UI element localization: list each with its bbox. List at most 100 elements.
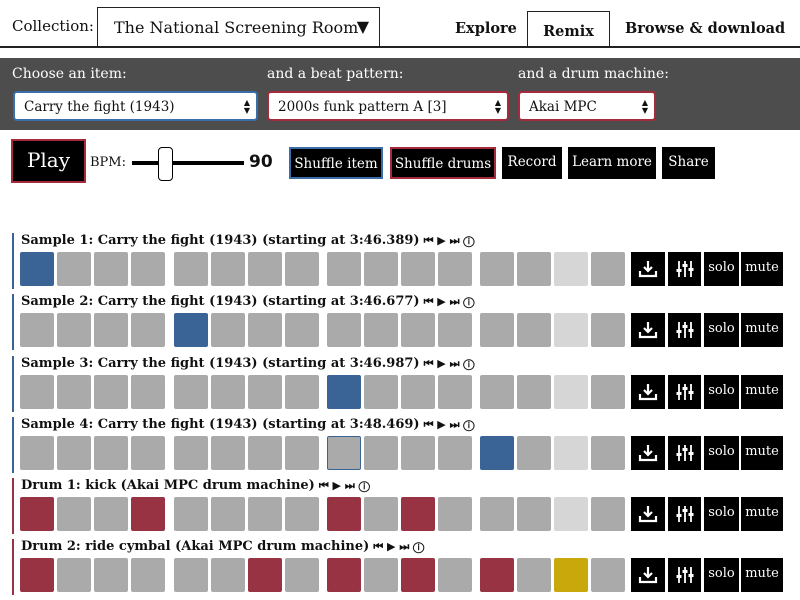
mute-button[interactable]: mute	[741, 558, 783, 592]
step-cell[interactable]	[57, 313, 91, 347]
step-cell[interactable]	[591, 497, 625, 531]
step-cell[interactable]	[438, 497, 472, 531]
solo-button[interactable]: solo	[704, 375, 739, 409]
step-cell[interactable]	[174, 252, 208, 286]
step-cell[interactable]	[591, 558, 625, 592]
step-cell[interactable]	[401, 497, 435, 531]
step-cell[interactable]	[401, 313, 435, 347]
record-button[interactable]: Record	[502, 147, 562, 179]
step-cell[interactable]	[248, 313, 282, 347]
step-cell[interactable]	[517, 313, 551, 347]
step-cell[interactable]	[364, 436, 398, 470]
step-cell[interactable]	[20, 436, 54, 470]
step-cell[interactable]	[174, 313, 208, 347]
step-cell[interactable]	[94, 313, 128, 347]
step-cell[interactable]	[591, 313, 625, 347]
step-cell[interactable]	[364, 252, 398, 286]
bpm-slider-thumb[interactable]	[158, 147, 173, 181]
step-cell[interactable]	[248, 375, 282, 409]
step-cell[interactable]	[285, 436, 319, 470]
step-cell[interactable]	[364, 375, 398, 409]
step-cell[interactable]	[401, 375, 435, 409]
step-cell[interactable]	[174, 375, 208, 409]
item-select[interactable]: Carry the fight (1943) ▲ ▼	[13, 91, 258, 121]
step-cell[interactable]	[364, 313, 398, 347]
step-cell[interactable]	[554, 558, 588, 592]
step-cell[interactable]	[438, 558, 472, 592]
step-cell[interactable]	[174, 436, 208, 470]
download-button[interactable]	[631, 313, 665, 347]
step-cell[interactable]	[480, 558, 514, 592]
step-cell[interactable]	[554, 313, 588, 347]
shuffle-item-button[interactable]: Shuffle item	[289, 147, 383, 179]
step-cell[interactable]	[480, 375, 514, 409]
mixer-button[interactable]	[668, 252, 701, 286]
step-cell[interactable]	[327, 375, 361, 409]
step-cell[interactable]	[438, 313, 472, 347]
step-cell[interactable]	[57, 558, 91, 592]
step-cell[interactable]	[211, 436, 245, 470]
step-cell[interactable]	[438, 436, 472, 470]
step-cell[interactable]	[591, 375, 625, 409]
step-cell[interactable]	[174, 558, 208, 592]
beat-select[interactable]: 2000s funk pattern A [3] ▲ ▼	[267, 91, 509, 121]
step-cell[interactable]	[285, 375, 319, 409]
step-cell[interactable]	[438, 252, 472, 286]
tab-remix[interactable]: Remix	[527, 11, 610, 48]
learn-more-button[interactable]: Learn more	[568, 147, 656, 179]
step-cell[interactable]	[364, 558, 398, 592]
step-cell[interactable]	[285, 252, 319, 286]
step-cell[interactable]	[248, 436, 282, 470]
step-cell[interactable]	[248, 497, 282, 531]
step-cell[interactable]	[174, 497, 208, 531]
step-cell[interactable]	[554, 252, 588, 286]
step-cell[interactable]	[327, 313, 361, 347]
step-cell[interactable]	[480, 313, 514, 347]
step-cell[interactable]	[131, 558, 165, 592]
download-button[interactable]	[631, 252, 665, 286]
step-cell[interactable]	[517, 497, 551, 531]
step-cell[interactable]	[285, 558, 319, 592]
step-cell[interactable]	[517, 436, 551, 470]
step-cell[interactable]	[131, 313, 165, 347]
step-cell[interactable]	[20, 252, 54, 286]
mixer-button[interactable]	[668, 436, 701, 470]
step-cell[interactable]	[285, 313, 319, 347]
step-cell[interactable]	[57, 375, 91, 409]
step-cell[interactable]	[57, 436, 91, 470]
step-cell[interactable]	[517, 558, 551, 592]
step-cell[interactable]	[20, 313, 54, 347]
step-cell[interactable]	[248, 252, 282, 286]
step-cell[interactable]	[517, 252, 551, 286]
shuffle-drums-button[interactable]: Shuffle drums	[390, 147, 496, 179]
collection-select[interactable]: The National Screening Room ▼	[97, 7, 380, 48]
solo-button[interactable]: solo	[704, 313, 739, 347]
step-cell[interactable]	[131, 436, 165, 470]
step-cell[interactable]	[480, 497, 514, 531]
step-cell[interactable]	[131, 375, 165, 409]
step-cell[interactable]	[94, 558, 128, 592]
solo-button[interactable]: solo	[704, 252, 739, 286]
row-playback-icons[interactable]: ⏮ ▶ ⏭ ⓘ	[373, 540, 425, 553]
tab-browse-download[interactable]: Browse & download	[625, 20, 786, 37]
step-cell[interactable]	[591, 252, 625, 286]
mute-button[interactable]: mute	[741, 497, 783, 531]
step-cell[interactable]	[57, 497, 91, 531]
row-playback-icons[interactable]: ⏮ ▶ ⏭ ⓘ	[423, 234, 475, 247]
tab-explore[interactable]: Explore	[455, 20, 517, 37]
step-cell[interactable]	[364, 497, 398, 531]
play-button[interactable]: Play	[11, 139, 86, 183]
row-playback-icons[interactable]: ⏮ ▶ ⏭ ⓘ	[423, 357, 475, 370]
solo-button[interactable]: solo	[704, 558, 739, 592]
step-cell[interactable]	[94, 252, 128, 286]
download-button[interactable]	[631, 497, 665, 531]
step-cell[interactable]	[211, 313, 245, 347]
step-cell[interactable]	[211, 375, 245, 409]
solo-button[interactable]: solo	[704, 436, 739, 470]
step-cell[interactable]	[327, 497, 361, 531]
step-cell[interactable]	[554, 436, 588, 470]
step-cell[interactable]	[131, 497, 165, 531]
step-cell[interactable]	[327, 558, 361, 592]
row-playback-icons[interactable]: ⏮ ▶ ⏭ ⓘ	[318, 479, 370, 492]
step-cell[interactable]	[554, 497, 588, 531]
